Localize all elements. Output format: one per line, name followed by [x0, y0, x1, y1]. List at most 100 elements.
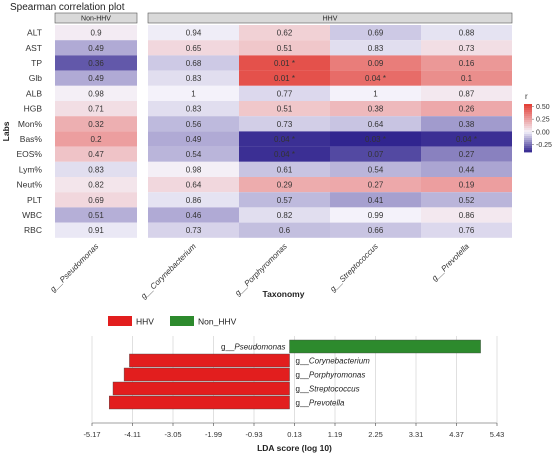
cell-value: 0.9: [90, 29, 102, 38]
heatmap-cell: [148, 192, 239, 208]
heatmap-cell: [148, 101, 239, 117]
heatmap-cell: [421, 101, 512, 117]
heatmap-cell: [330, 55, 421, 71]
colorbar-tick-label: 0.50: [536, 104, 550, 111]
cell-value: 0.01 *: [274, 59, 295, 68]
cell-value: 0.91: [88, 226, 104, 235]
heatmap-cell: [55, 40, 137, 56]
lda-bar-chart: HHV Non_HHV -5.17 -4.11 -3.05 -1.99 -0.93 0.13 1…: [83, 316, 504, 453]
row-label: RBC: [24, 225, 42, 235]
cell-value: 0.83: [186, 74, 202, 83]
cell-value: 0.83: [88, 165, 104, 174]
lda-bar: [108, 395, 290, 410]
row-label: EOS%: [16, 149, 42, 159]
heatmap-cell: [55, 55, 137, 71]
cell-value: 0.64: [368, 120, 384, 129]
cell-value: 0.65: [186, 44, 202, 53]
panel-strip-label: HHV: [323, 16, 338, 23]
heatmap-cell: [239, 222, 330, 238]
heatmap-cell: [55, 101, 137, 117]
heatmap-cell: [239, 161, 330, 177]
lda-label-genus: Prevotella: [309, 399, 345, 408]
cell-value: 0.99: [368, 211, 384, 220]
lda-bar-label: g__Streptococcus: [296, 385, 360, 394]
x-tick-label: 1.19: [328, 430, 343, 439]
lda-bar: [112, 381, 290, 396]
heatmap-cell: [148, 177, 239, 193]
cell-value: 0.82: [277, 211, 293, 220]
heatmap-cell: [239, 146, 330, 162]
heatmap-cell: [421, 146, 512, 162]
heatmap-cell: [239, 85, 330, 101]
heatmap-cell: [421, 192, 512, 208]
cell-value: 0.46: [186, 211, 202, 220]
cell-value: 0.66: [368, 226, 384, 235]
cell-value: 0.04 *: [365, 74, 386, 83]
lda-bar: [129, 353, 290, 368]
cell-value: 0.41: [368, 196, 384, 205]
cell-value: 0.51: [88, 211, 104, 220]
panel-strip: [54, 12, 138, 24]
row-label: PLT: [27, 195, 42, 205]
colorbar-segment: [524, 150, 532, 153]
cell-value: 0.56: [186, 120, 202, 129]
cell-value: 0.04 *: [274, 150, 295, 159]
legend-swatch: [170, 316, 194, 326]
lda-label-genus: Streptococcus: [309, 385, 360, 394]
cell-value: 0.62: [277, 29, 293, 38]
heatmap-cell: [55, 222, 137, 238]
heatmap-cell: [55, 207, 137, 223]
heatmap-cell: [55, 192, 137, 208]
lda-bar-label: g__Prevotella: [296, 399, 345, 408]
cell-value: 0.68: [186, 59, 202, 68]
heatmap-cell: [239, 25, 330, 41]
heatmap-cell: [330, 192, 421, 208]
heatmap-cell: [55, 116, 137, 132]
x-tick-label: 4.37: [449, 430, 464, 439]
column-label: g__Prevotella: [430, 241, 471, 282]
cell-value: 0.04 *: [456, 135, 477, 144]
heatmap-cell: [55, 70, 137, 86]
cell-value: 0.09: [368, 59, 384, 68]
heatmap-cell: [330, 40, 421, 56]
colorbar-segment: [524, 106, 532, 109]
lda-xlabel: LDA score (log 10): [257, 443, 332, 453]
colorbar-segment: [524, 146, 532, 149]
x-tick-label: 0.13: [287, 430, 302, 439]
colorbar-segment: [524, 148, 532, 151]
lda-label-prefix: g__: [296, 385, 310, 394]
cell-value: 1: [191, 89, 196, 98]
heatmap-cell: [421, 177, 512, 193]
cell-value: 0.38: [459, 120, 475, 129]
heatmap-cell: [421, 116, 512, 132]
heatmap-cell: [330, 85, 421, 101]
cell-value: 0.73: [277, 120, 293, 129]
lda-label-genus: Corynebacterium: [309, 357, 370, 366]
cell-value: 0.54: [186, 150, 202, 159]
cell-value: 0.83: [186, 105, 202, 114]
heatmap-cell: [239, 70, 330, 86]
heatmap-cell: [148, 25, 239, 41]
heatmap-cell: [330, 177, 421, 193]
colorbar-segment: [524, 130, 532, 133]
heatmap-cell: [330, 116, 421, 132]
heatmap-cell: [148, 85, 239, 101]
heatmap-cell: [330, 131, 421, 147]
cell-value: 0.03 *: [365, 135, 386, 144]
heatmap-cell: [239, 131, 330, 147]
heatmap-title: Spearman correlation plot: [10, 2, 125, 13]
cell-value: 0.77: [277, 89, 293, 98]
heatmap-cell: [148, 55, 239, 71]
colorbar-segment: [524, 112, 532, 115]
colorbar-segment: [524, 136, 532, 139]
heatmap-cell: [330, 25, 421, 41]
cell-value: 0.61: [277, 165, 293, 174]
colorbar-tick-label: -0.25: [536, 142, 552, 149]
cell-value: 0.36: [88, 59, 104, 68]
heatmap-cell: [148, 161, 239, 177]
cell-value: 0.82: [88, 181, 104, 190]
heatmap-cell: [148, 146, 239, 162]
heatmap-cell: [55, 131, 137, 147]
lda-bar-label: g__Corynebacterium: [296, 357, 371, 366]
heatmap-cell: [330, 207, 421, 223]
